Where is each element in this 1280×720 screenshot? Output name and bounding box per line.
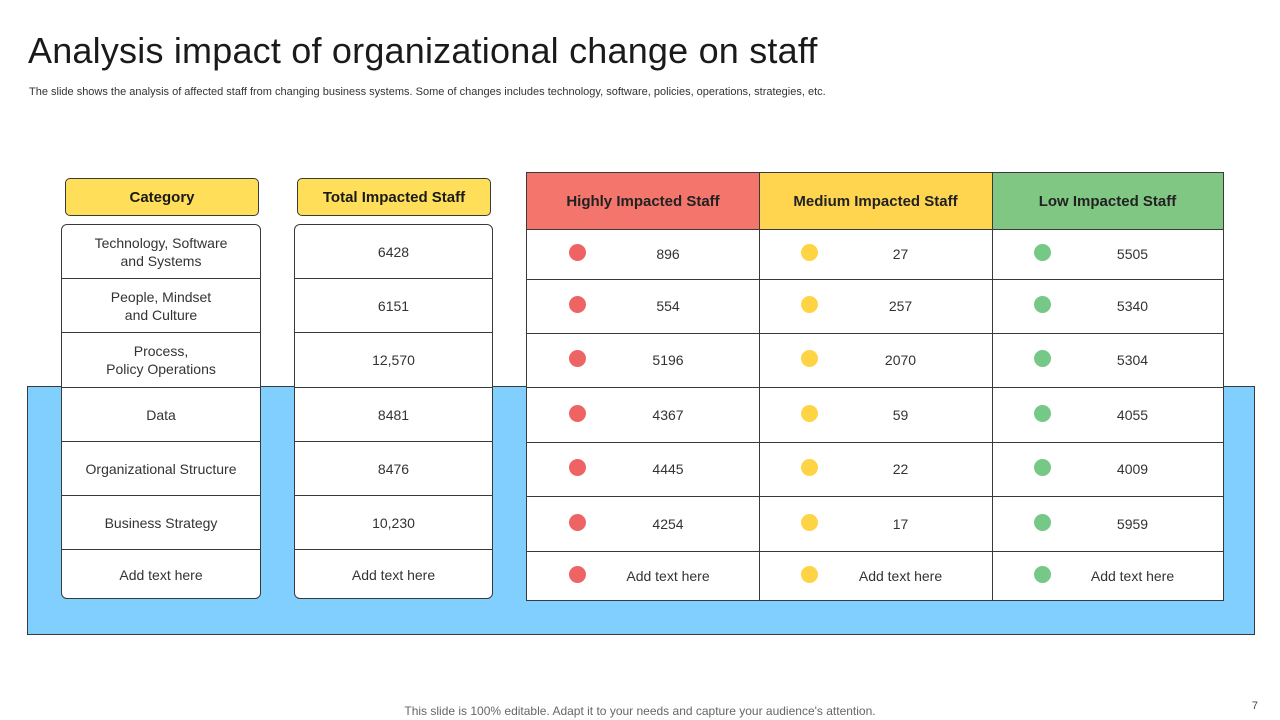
low-status-dot-icon [1034,513,1051,531]
total-cell-1: 6428 [377,243,410,260]
medium-impact-value: 2070 [884,352,917,368]
low-impact-cell: Add text here [992,551,1223,600]
table-row-divider [527,551,1223,552]
high-status-dot-icon [569,404,586,422]
low-impact-value: 5959 [1116,515,1149,532]
category-cell-3: Process, Policy Operations [62,332,260,387]
high-impact-value: 4254 [652,515,684,532]
medium-impact-value: 27 [892,246,909,262]
table-row-divider [527,496,1223,497]
table-column-divider [759,173,760,600]
total-impacted-header: Total Impacted Staff [297,178,491,216]
low-impact-value: 5340 [1116,298,1149,314]
low-status-dot-icon [1034,350,1051,367]
high-impact-cell: 896 [527,229,759,279]
total-cell-6: 10,230 [295,495,492,549]
table-row-divider [527,333,1223,334]
medium-impact-value: 22 [892,461,909,477]
low-status-dot-icon [1034,459,1051,476]
category-cell-1: Technology, Software and Systems [94,234,228,269]
low-impact-cell: 5959 [992,496,1223,551]
low-status-dot-icon [1034,296,1051,313]
footer-note: This slide is 100% editable. Adapt it to… [404,704,876,718]
category-header: Category [65,178,259,216]
high-status-dot-icon [569,350,586,367]
high-impact-value: 4367 [652,406,684,423]
medium-impact-cell: Add text here [759,551,992,600]
low-impact-value: 4055 [1116,406,1149,423]
high-impact-header: Highly Impacted Staff [527,173,759,229]
medium-impact-cell: 22 [759,442,992,496]
category-cell-5: Organizational Structure [62,441,260,495]
low-impact-value: 5505 [1116,246,1149,262]
slide-subtitle: The slide shows the analysis of affected… [29,86,826,98]
medium-status-dot-icon [801,244,818,261]
low-status-dot-icon [1034,565,1051,583]
medium-status-dot-icon [801,296,818,313]
medium-impact-value: 59 [892,406,909,423]
high-status-dot-icon [569,565,586,583]
high-impact-value: Add text here [626,567,710,584]
medium-impact-cell: 59 [759,387,992,442]
category-cell-4: Data [62,387,260,441]
table-row-divider [527,229,1223,230]
medium-impact-cell: 27 [759,229,992,279]
high-impact-cell: Add text here [527,551,759,600]
medium-status-dot-icon [801,565,818,583]
medium-impact-cell: 257 [759,279,992,333]
total-cell-3: 12,570 [295,332,492,387]
total-cell-7: Add text here [295,549,492,598]
low-impact-cell: 4009 [992,442,1223,496]
table-row-divider [527,279,1223,280]
high-impact-cell: 5196 [527,333,759,387]
medium-impact-value: Add text here [858,567,943,584]
low-impact-cell: 5505 [992,229,1223,279]
high-status-dot-icon [569,513,586,531]
low-impact-value: 4009 [1116,461,1149,477]
total-cell-4: 8481 [295,387,492,441]
low-status-dot-icon [1034,404,1051,422]
high-impact-value: 5196 [652,352,684,368]
medium-status-dot-icon [801,459,818,476]
high-impact-value: 554 [656,298,680,314]
high-status-dot-icon [569,459,586,476]
total-cell-5: 8476 [295,441,492,495]
medium-impact-value: 257 [888,298,913,314]
low-impact-cell: 5340 [992,279,1223,333]
slide-title: Analysis impact of organizational change… [28,30,818,71]
category-cell-6: Business Strategy [62,495,260,549]
high-status-dot-icon [569,296,586,313]
high-impact-value: 896 [656,246,680,262]
high-status-dot-icon [569,244,586,261]
medium-impact-value: 17 [892,515,909,532]
total-impacted-column: 6428 6151 12,570 8481 8476 10,230 Add text her… [294,224,493,599]
medium-impact-header: Medium Impacted Staff [759,173,992,229]
low-impact-cell: 4055 [992,387,1223,442]
low-status-dot-icon [1034,244,1051,261]
page-number: 7 [1251,700,1258,712]
high-impact-value: 4445 [652,461,684,477]
category-column: Technology, Software and Systems People, … [61,224,261,599]
high-impact-cell: 4367 [527,387,759,442]
total-cell-2: 6151 [295,278,492,332]
table-row-divider [527,442,1223,443]
low-impact-cell: 5304 [992,333,1223,387]
high-impact-cell: 4254 [527,496,759,551]
table-column-divider [992,173,993,600]
medium-status-dot-icon [801,350,818,367]
medium-impact-cell: 2070 [759,333,992,387]
low-impact-value: 5304 [1116,352,1149,368]
category-cell-7: Add text here [62,549,260,598]
medium-status-dot-icon [801,404,818,422]
high-impact-cell: 4445 [527,442,759,496]
impact-table: Highly Impacted Staff Medium Impacted Sta… [526,172,1224,601]
medium-impact-cell: 17 [759,496,992,551]
medium-status-dot-icon [801,513,818,531]
low-impact-header: Low Impacted Staff [992,173,1223,229]
high-impact-cell: 554 [527,279,759,333]
category-cell-2: People, Mindset and Culture [62,278,260,332]
low-impact-value: Add text here [1090,567,1175,584]
table-row-divider [527,387,1223,388]
